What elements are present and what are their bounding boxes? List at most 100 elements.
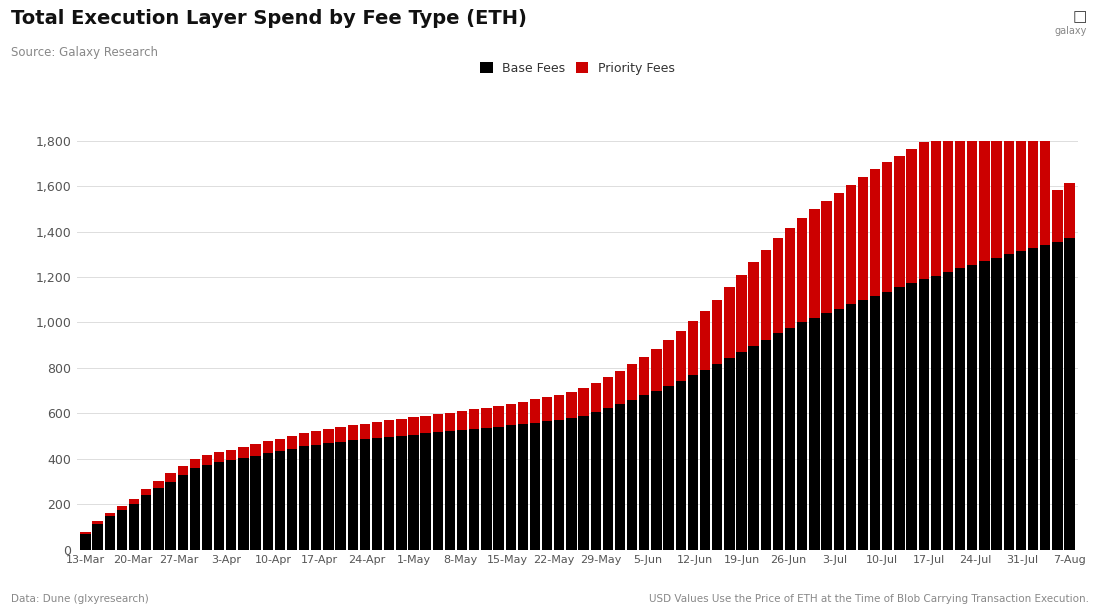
Bar [384,437,395,550]
Bar [955,268,966,550]
Bar [1040,82,1050,244]
Bar [336,427,345,442]
Bar [275,451,285,550]
Bar [700,370,711,550]
Bar [773,334,783,550]
Bar [469,429,480,550]
Bar [894,287,904,550]
Bar [396,436,407,550]
Bar [420,433,431,550]
Bar [748,346,759,550]
Bar [323,443,333,550]
Bar [1003,100,1014,254]
Bar [615,371,625,404]
Bar [627,364,637,400]
Bar [189,469,200,550]
Bar [506,404,516,425]
Bar [675,331,686,381]
Bar [918,142,928,279]
Bar [846,304,856,550]
Bar [129,505,140,550]
Text: Total Execution Layer Spend by Fee Type (ETH): Total Execution Layer Spend by Fee Type … [11,9,527,28]
Bar [456,411,468,430]
Bar [1027,88,1038,248]
Bar [104,513,116,516]
Bar [651,390,661,550]
Bar [991,106,1002,258]
Bar [760,340,771,550]
Bar [348,441,358,550]
Bar [408,434,419,550]
Bar [408,417,419,434]
Bar [153,488,164,550]
Bar [870,296,880,550]
Bar [1065,183,1075,238]
Bar [360,423,370,439]
Bar [299,433,309,447]
Bar [1053,241,1063,550]
Bar [542,421,552,550]
Bar [906,284,916,550]
Bar [251,444,261,456]
Bar [736,353,747,550]
Bar [384,420,395,437]
Bar [773,238,783,334]
Bar [117,505,128,510]
Bar [1015,94,1026,251]
Legend: Base Fees, Priority Fees: Base Fees, Priority Fees [475,57,680,79]
Bar [943,272,954,550]
Bar [955,123,966,268]
Bar [846,185,856,304]
Bar [494,426,504,550]
Text: Data: Dune (glxyresearch): Data: Dune (glxyresearch) [11,594,148,604]
Bar [530,400,540,423]
Bar [760,250,771,340]
Bar [785,328,795,550]
Bar [979,261,990,550]
Bar [591,412,601,550]
Bar [239,458,249,550]
Bar [858,177,868,300]
Bar [967,265,978,550]
Bar [748,263,759,346]
Text: galaxy: galaxy [1055,26,1087,35]
Bar [931,276,940,550]
Bar [591,382,601,412]
Bar [177,466,188,475]
Bar [80,532,90,533]
Bar [189,459,200,469]
Bar [566,418,576,550]
Bar [323,429,333,443]
Bar [663,340,674,386]
Bar [822,313,832,550]
Bar [639,395,649,550]
Bar [700,310,711,370]
Bar [201,455,212,464]
Bar [469,409,480,429]
Bar [494,406,504,426]
Bar [579,388,588,415]
Bar [227,450,236,460]
Bar [918,279,928,550]
Bar [1003,254,1014,550]
Bar [518,401,528,424]
Bar [1040,244,1050,550]
Bar [639,357,649,395]
Bar [663,386,674,550]
Bar [554,395,564,420]
Bar [870,169,880,296]
Bar [141,496,152,550]
Bar [420,415,431,433]
Bar [456,430,468,550]
Bar [214,463,224,550]
Bar [104,516,116,550]
Bar [117,510,128,550]
Bar [1015,251,1026,550]
Bar [287,436,297,448]
Bar [798,323,807,550]
Bar [299,447,309,550]
Bar [810,209,820,318]
Bar [579,415,588,550]
Bar [263,453,273,550]
Bar [542,397,552,421]
